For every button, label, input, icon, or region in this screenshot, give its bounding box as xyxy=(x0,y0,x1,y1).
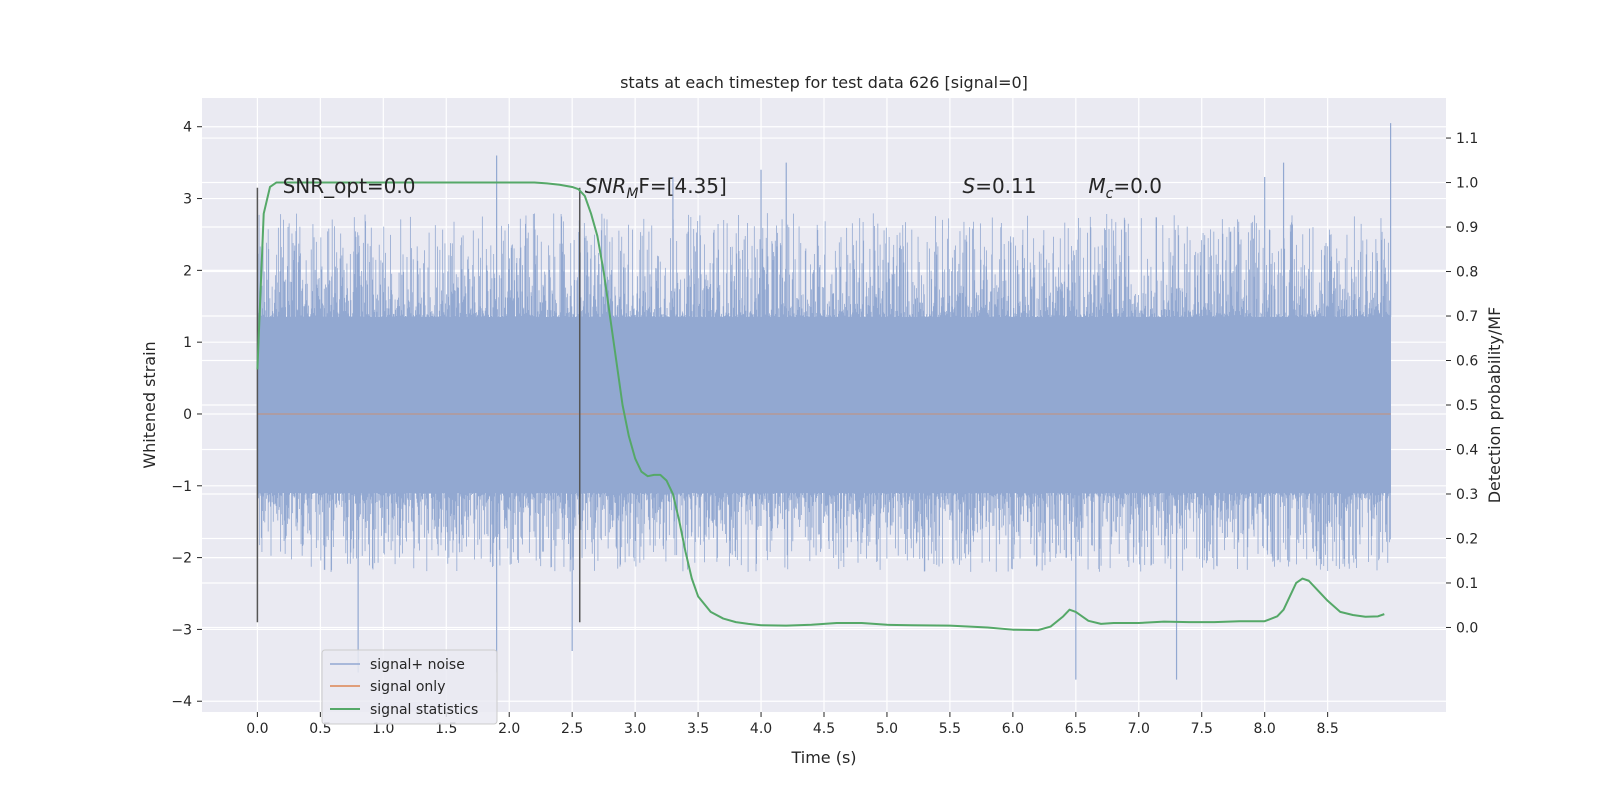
x-tick-label-15: 7.5 xyxy=(1191,721,1213,737)
x-tick-label-0: 0.0 xyxy=(246,721,268,737)
snr-mf-subscript: M xyxy=(626,186,638,202)
y2-tick-label-6: 0.5 xyxy=(1456,398,1478,414)
y2-tick-label-5: 0.6 xyxy=(1456,354,1478,370)
x-tick-label-5: 2.5 xyxy=(561,721,583,737)
x-tick-label-6: 3.0 xyxy=(624,721,646,737)
x-tick-label-2: 1.0 xyxy=(372,721,394,737)
chart-title: stats at each timestep for test data 626… xyxy=(620,73,1028,92)
y2-ticks: 1.1 1.0 0.9 0.8 0.7 0.6 0.5 0.4 0.3 0.2 0.1 0.0 xyxy=(1446,131,1478,636)
legend-label-signal-statistics: signal statistics xyxy=(370,702,478,718)
annotations: SNR_opt=0.0 SNRMF=[4.35] S=0.11 Mc=0.0 xyxy=(283,174,1162,202)
y-tick-label-4: 0 xyxy=(183,407,192,423)
y-tick-label-3: 1 xyxy=(183,335,192,351)
signal-statistics-series xyxy=(256,181,1385,632)
y-tick-label-1: 3 xyxy=(183,192,192,208)
x-tick-label-13: 6.5 xyxy=(1065,721,1087,737)
mc-value-prefix: M xyxy=(1088,174,1105,198)
y2-tick-label-1: 1.0 xyxy=(1456,176,1478,192)
annotation-snr-opt: SNR_opt=0.0 xyxy=(283,174,416,198)
annotation-mc-value: Mc=0.0 xyxy=(1088,174,1162,202)
s-value-suffix: =0.11 xyxy=(975,174,1036,198)
y-tick-label-8: −4 xyxy=(171,694,192,710)
x-tick-label-14: 7.0 xyxy=(1128,721,1150,737)
x-tick-label-12: 6.0 xyxy=(1002,721,1024,737)
x-ticks: 0.0 0.5 1.0 1.5 2.0 2.5 3.0 3.5 4.0 4.5 5.0 5.5 6.0 6… xyxy=(246,712,1339,737)
x-tick-label-3: 1.5 xyxy=(435,721,457,737)
x-tick-label-7: 3.5 xyxy=(687,721,709,737)
y2-tick-label-7: 0.4 xyxy=(1456,442,1478,458)
y2-tick-label-9: 0.2 xyxy=(1456,531,1478,547)
x-tick-label-10: 5.0 xyxy=(876,721,898,737)
x-tick-label-1: 0.5 xyxy=(309,721,331,737)
y-tick-label-7: −3 xyxy=(171,622,192,638)
y2-tick-label-11: 0.0 xyxy=(1456,620,1478,636)
annotation-s-value: S=0.11 xyxy=(963,174,1037,198)
annotation-snr-mf: SNRMF=[4.35] xyxy=(585,174,727,202)
x-tick-label-4: 2.0 xyxy=(498,721,520,737)
legend-box xyxy=(321,649,498,725)
y2-tick-label-4: 0.7 xyxy=(1456,309,1478,325)
mc-value-subscript: c xyxy=(1106,186,1114,202)
y-tick-label-5: −1 xyxy=(171,479,192,495)
marker-vlines xyxy=(256,187,581,623)
y2-tick-label-8: 0.3 xyxy=(1456,487,1478,503)
s-value-prefix: S xyxy=(963,174,976,198)
signal-statistics-line xyxy=(256,181,1385,632)
x-axis-label: Time (s) xyxy=(790,748,856,767)
snr-mf-suffix: F=[4.35] xyxy=(638,174,726,198)
y-tick-label-0: 4 xyxy=(183,120,192,136)
y2-tick-label-2: 0.9 xyxy=(1456,220,1478,236)
y2-axis-label: Detection probability/MF xyxy=(1485,307,1504,504)
y-ticks: 4 3 2 1 0 −1 −2 −3 −4 xyxy=(171,120,202,710)
snr-mf-prefix: SNR xyxy=(585,174,627,198)
legend-label-signal-only: signal only xyxy=(370,679,445,695)
y2-tick-label-10: 0.1 xyxy=(1456,576,1478,592)
mc-value-suffix: =0.0 xyxy=(1113,174,1162,198)
x-tick-label-9: 4.5 xyxy=(813,721,835,737)
signal-noise-series xyxy=(257,123,1392,680)
legend-label-signal-noise: signal+ noise xyxy=(370,657,465,673)
y2-tick-label-3: 0.8 xyxy=(1456,265,1478,281)
y2-tick-label-0: 1.1 xyxy=(1456,131,1478,147)
x-tick-label-16: 8.0 xyxy=(1254,721,1276,737)
y-tick-label-6: −2 xyxy=(171,551,192,567)
legend: signal+ noise signal only signal statist… xyxy=(321,649,498,725)
x-tick-label-17: 8.5 xyxy=(1317,721,1339,737)
x-tick-label-8: 4.0 xyxy=(750,721,772,737)
x-tick-label-11: 5.5 xyxy=(939,721,961,737)
noise-peaks xyxy=(357,123,1392,680)
y-tick-label-2: 2 xyxy=(183,263,192,279)
y-axis-label: Whitened strain xyxy=(140,341,159,468)
